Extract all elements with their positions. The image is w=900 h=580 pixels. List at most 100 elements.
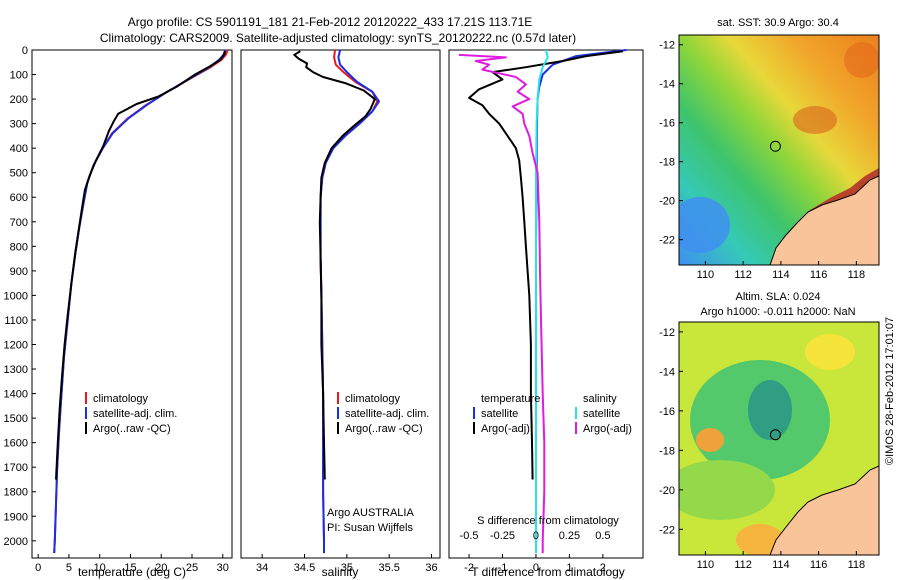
x-tick-label: 36	[425, 562, 437, 574]
legend-satellite: satellite-adj. clim.	[93, 408, 177, 420]
map-x-tick-label: 118	[848, 269, 866, 281]
argo-location-marker	[769, 140, 781, 152]
depth-tick-label: 200	[10, 94, 28, 106]
depth-tick-label: 1400	[4, 389, 28, 401]
depth-tick-label: 1000	[4, 290, 28, 302]
legend-header-temperature: temperature	[481, 393, 540, 405]
x-tick-label: 34	[256, 562, 268, 574]
depth-tick-label: 400	[10, 143, 28, 155]
salinity-ticks: 34 34.5 35 35.5 36	[256, 554, 438, 574]
legend-temperature-argo: Argo(-adj)	[481, 423, 530, 435]
map-x-tick-label: 112	[734, 269, 752, 281]
depth-tick-label: 1600	[4, 438, 28, 450]
map-y-tick-label: -20	[659, 485, 675, 497]
map-y-tick-label: -16	[659, 406, 675, 418]
map-y-tick-label: -12	[659, 327, 675, 339]
depth-tick-label: 900	[10, 266, 28, 278]
sla-mid-region	[679, 460, 775, 520]
salinity-series	[293, 49, 380, 554]
sla-map-frame	[678, 321, 880, 556]
legend-argo: Argo(..raw -QC)	[93, 423, 171, 435]
sla-high-region	[805, 334, 855, 370]
argo-pi-label: PI: Susan Wijffels	[327, 522, 413, 534]
difference-series	[458, 49, 627, 554]
temperature-x-label: temperature (deg C)	[78, 565, 186, 579]
s-tick-label: 0.5	[595, 530, 610, 542]
series-line-argo	[293, 50, 376, 480]
legend-argo: Argo(..raw -QC)	[345, 423, 423, 435]
x-tick-label: 34.5	[294, 562, 315, 574]
t-difference-label: T difference from climatology	[471, 565, 625, 579]
map-x-tick-label: 116	[810, 269, 828, 281]
x-tick-label: 30	[217, 562, 229, 574]
sla-coastline	[769, 465, 879, 555]
depth-tick-label: 1500	[4, 413, 28, 425]
sst-warm-patch-2	[844, 42, 879, 78]
legend-salinity-satellite: satellite	[583, 408, 620, 420]
s-tick-label: -0.5	[460, 530, 479, 542]
depth-tick-label: 700	[10, 217, 28, 229]
depth-tick-label: 2000	[4, 536, 28, 548]
legend-header-salinity: salinity	[583, 393, 617, 405]
series-line-salinity-satellite	[535, 49, 549, 554]
temperature-legend: climatology satellite-adj. clim. Argo(..…	[85, 392, 177, 435]
sst-warm-patch	[793, 106, 837, 134]
depth-tick-label: 600	[10, 192, 28, 204]
legend-climatology: climatology	[93, 393, 149, 405]
series-line-temperature-argo	[468, 50, 624, 480]
x-tick-label: -2	[464, 562, 474, 574]
x-tick-label: -1	[498, 562, 508, 574]
map-y-tick-label: -22	[659, 235, 675, 247]
s-tick-label: 0.25	[559, 530, 580, 542]
map-x-tick-label: 114	[772, 269, 790, 281]
sla-map-ticks: 110 112 114 116 118 -12 -14 -16 -18 -20 -22	[659, 327, 865, 571]
map-y-tick-label: -12	[659, 40, 675, 52]
sla-map-title-line1: Altim. SLA: 0.024	[736, 291, 821, 303]
map-x-tick-label: 118	[848, 559, 866, 571]
sla-peak-region-2	[736, 524, 784, 555]
x-tick-label: 1	[566, 562, 572, 574]
salinity-axes-frame	[240, 49, 441, 559]
sla-map-panel: Altim. SLA: 0.024 Argo h1000: -0.011 h20…	[659, 291, 880, 571]
map-x-tick-label: 112	[734, 559, 752, 571]
sst-map-frame	[678, 34, 880, 266]
depth-tick-label: 800	[10, 241, 28, 253]
x-tick-label: 2	[600, 562, 606, 574]
argo-program-label: Argo AUSTRALIA	[327, 507, 414, 519]
legend-satellite: satellite-adj. clim.	[345, 408, 429, 420]
map-x-tick-label: 114	[772, 559, 790, 571]
difference-panel: -2 -1 0 1 2 S difference from climatology -0…	[448, 49, 644, 579]
figure-title-line1: Argo profile: CS 5901191_181 21-Feb-2012…	[128, 15, 533, 29]
depth-tick-label: 1100	[4, 315, 28, 327]
x-tick-label: 0	[533, 562, 539, 574]
x-tick-label: 10	[94, 562, 106, 574]
x-tick-label: 35.5	[378, 562, 399, 574]
temperature-series	[53, 49, 229, 554]
salinity-x-label: salinity	[322, 565, 359, 579]
sst-map-ticks: 110 112 114 116 118 -12 -14 -16 -18 -20 -22	[659, 40, 865, 281]
salinity-legend: climatology satellite-adj. clim. Argo(..…	[337, 392, 429, 435]
map-y-tick-label: -20	[659, 196, 675, 208]
argo-location-marker	[769, 429, 781, 441]
depth-tick-label: 0	[22, 45, 28, 57]
figure-title-line2: Climatology: CARS2009. Satellite-adjuste…	[100, 31, 576, 45]
map-y-tick-label: -18	[659, 157, 675, 169]
depth-ticks: 0 100 200 300 400 500 600 700 800 900 1000 1100 1200…	[4, 45, 36, 548]
map-y-tick-label: -14	[659, 366, 675, 378]
sst-land	[770, 176, 879, 265]
map-y-tick-label: -16	[659, 118, 675, 130]
legend-salinity-argo: Argo(-adj)	[583, 423, 632, 435]
legend-temperature-satellite: satellite	[481, 408, 518, 420]
sst-cool-patch	[679, 197, 730, 253]
depth-tick-label: 500	[10, 168, 28, 180]
depth-tick-label: 1700	[4, 462, 28, 474]
sla-map-title-line2: Argo h1000: -0.011 h2000: NaN	[700, 306, 855, 318]
sla-peak-region	[696, 428, 724, 452]
difference-axes-frame	[448, 49, 644, 559]
series-line-salinity-argo	[458, 53, 546, 554]
sst-map-panel: sat. SST: 30.9 Argo: 30.4 110 112 114 116 11…	[659, 17, 880, 281]
series-line-argo	[55, 50, 227, 480]
sla-lowest-region	[748, 380, 792, 440]
difference-ticks: -2 -1 0 1 2	[464, 554, 606, 574]
